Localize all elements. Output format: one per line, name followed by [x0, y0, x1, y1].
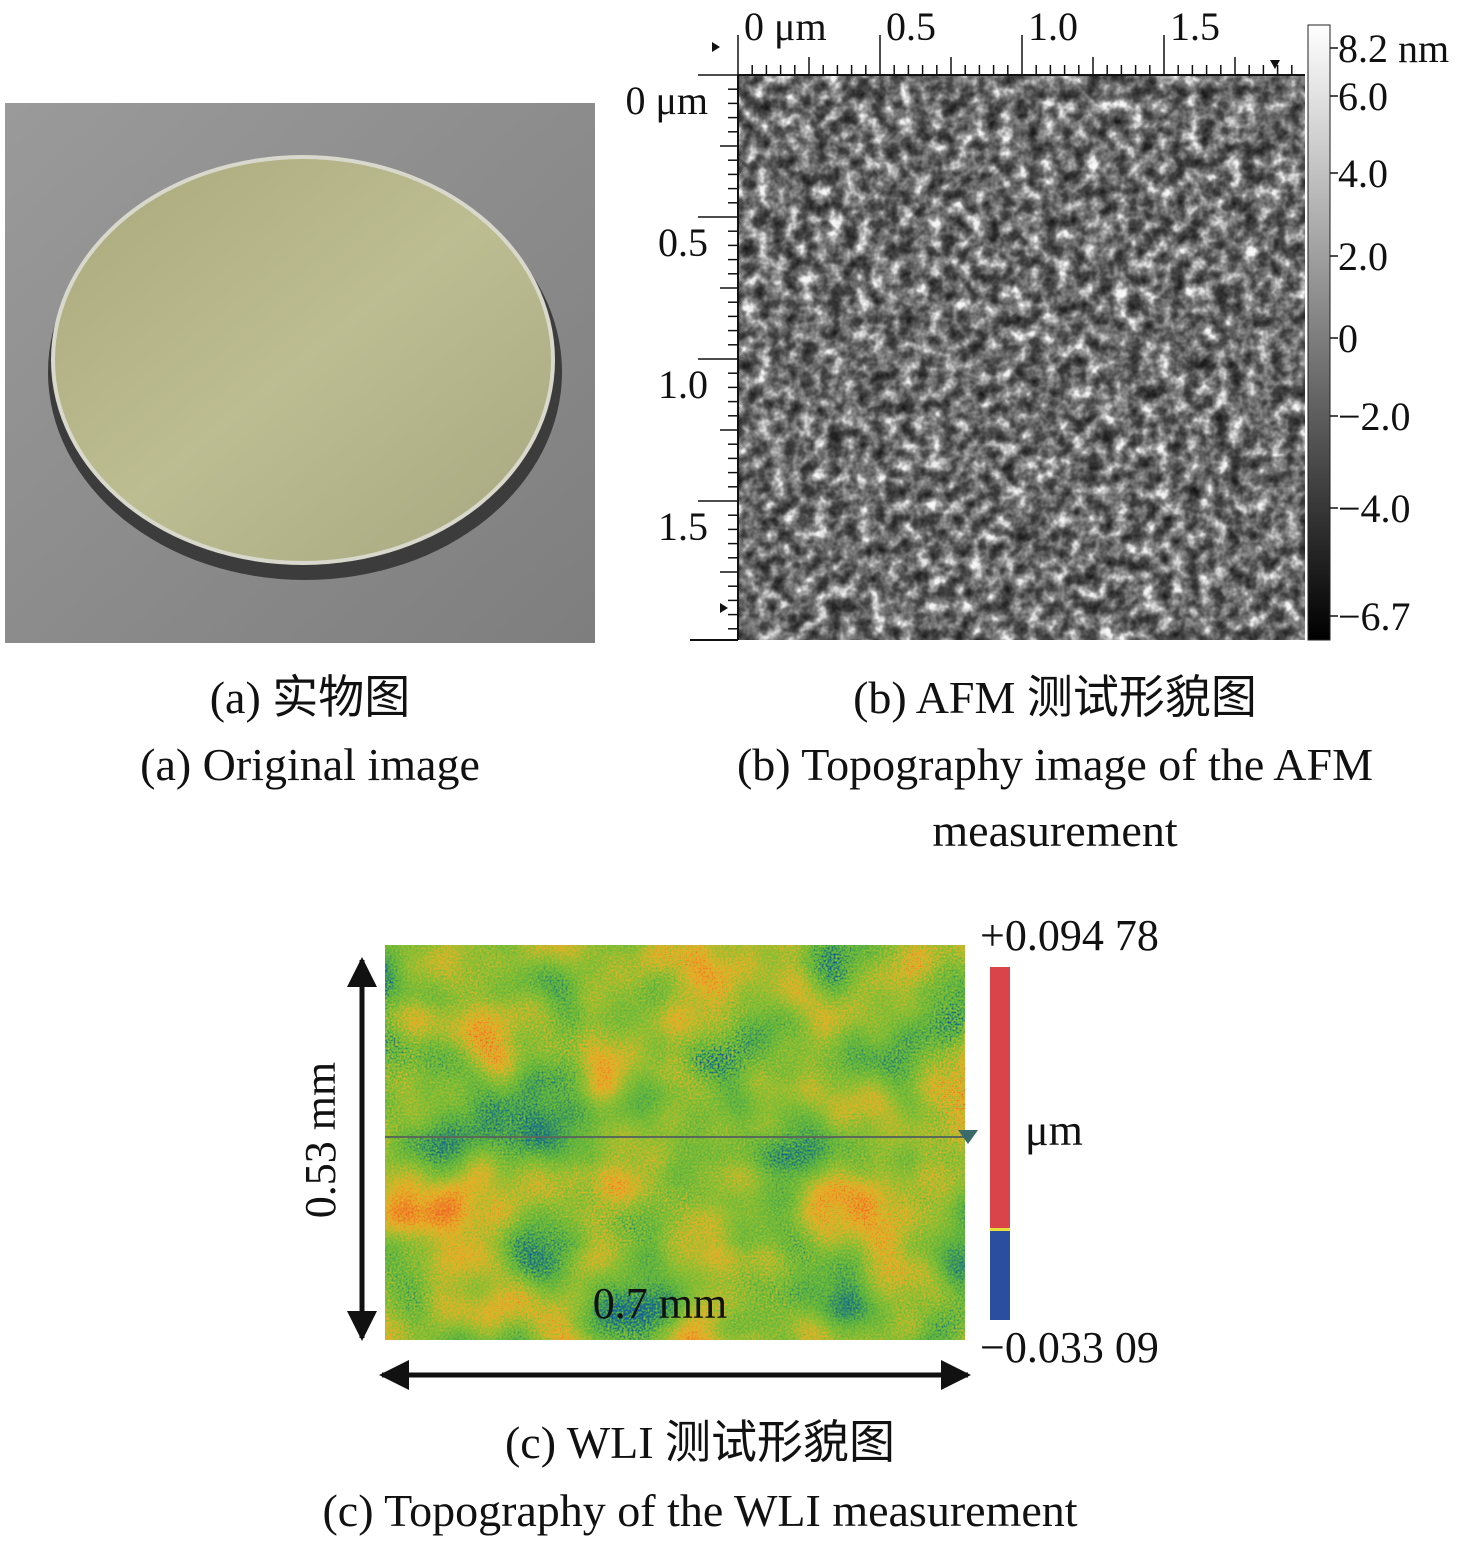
y-tick-label: 1.5 [658, 504, 708, 549]
wli-colorbar-mid [990, 1228, 1010, 1231]
x-tick-label: 1.5 [1170, 4, 1220, 49]
caption-en: (b) Topography image of the AFM measurem… [736, 739, 1373, 856]
height-label: 0.53 mm [296, 1062, 345, 1218]
colorbar-min: −0.033 09 [980, 1323, 1159, 1372]
colorbar-label: −2.0 [1338, 394, 1411, 439]
afm-image [738, 75, 1305, 640]
colorbar-label: −4.0 [1338, 486, 1411, 531]
colorbar-label: 8.2 nm [1338, 26, 1449, 71]
caption-en: (c) Topography of the WLI measurement [322, 1485, 1078, 1536]
width-label: 0.7 mm [593, 1279, 727, 1328]
x-tick-label: 0 μm [744, 4, 827, 49]
y-tick-label: 1.0 [658, 362, 708, 407]
caption-cn: (a) 实物图 [209, 672, 411, 723]
x-tick-label: 1.0 [1028, 4, 1078, 49]
wli-colorbar-high [990, 967, 1010, 1228]
x-tick-label: 0.5 [886, 4, 936, 49]
caption-en: (a) Original image [140, 739, 480, 790]
y-tick-label: 0.5 [658, 220, 708, 265]
caption-cn: (b) AFM 测试形貌图 [853, 672, 1257, 723]
wli-colorbar-low [990, 1231, 1010, 1320]
y-tick-label: 0 μm [625, 78, 708, 123]
wli-cursor [958, 1130, 978, 1144]
colorbar-max: +0.094 78 [980, 911, 1159, 960]
colorbar-unit: μm [1025, 1106, 1083, 1155]
colorbar-label: −6.7 [1338, 594, 1411, 639]
wli-image [385, 945, 965, 1340]
colorbar-label: 2.0 [1338, 234, 1388, 279]
colorbar-label: 6.0 [1338, 74, 1388, 119]
afm-colorbar [1307, 24, 1331, 641]
colorbar-label: 4.0 [1338, 151, 1388, 196]
caption-cn: (c) WLI 测试形貌图 [504, 1417, 896, 1468]
colorbar-label: 0 [1338, 316, 1358, 361]
disk-surface [55, 159, 551, 561]
